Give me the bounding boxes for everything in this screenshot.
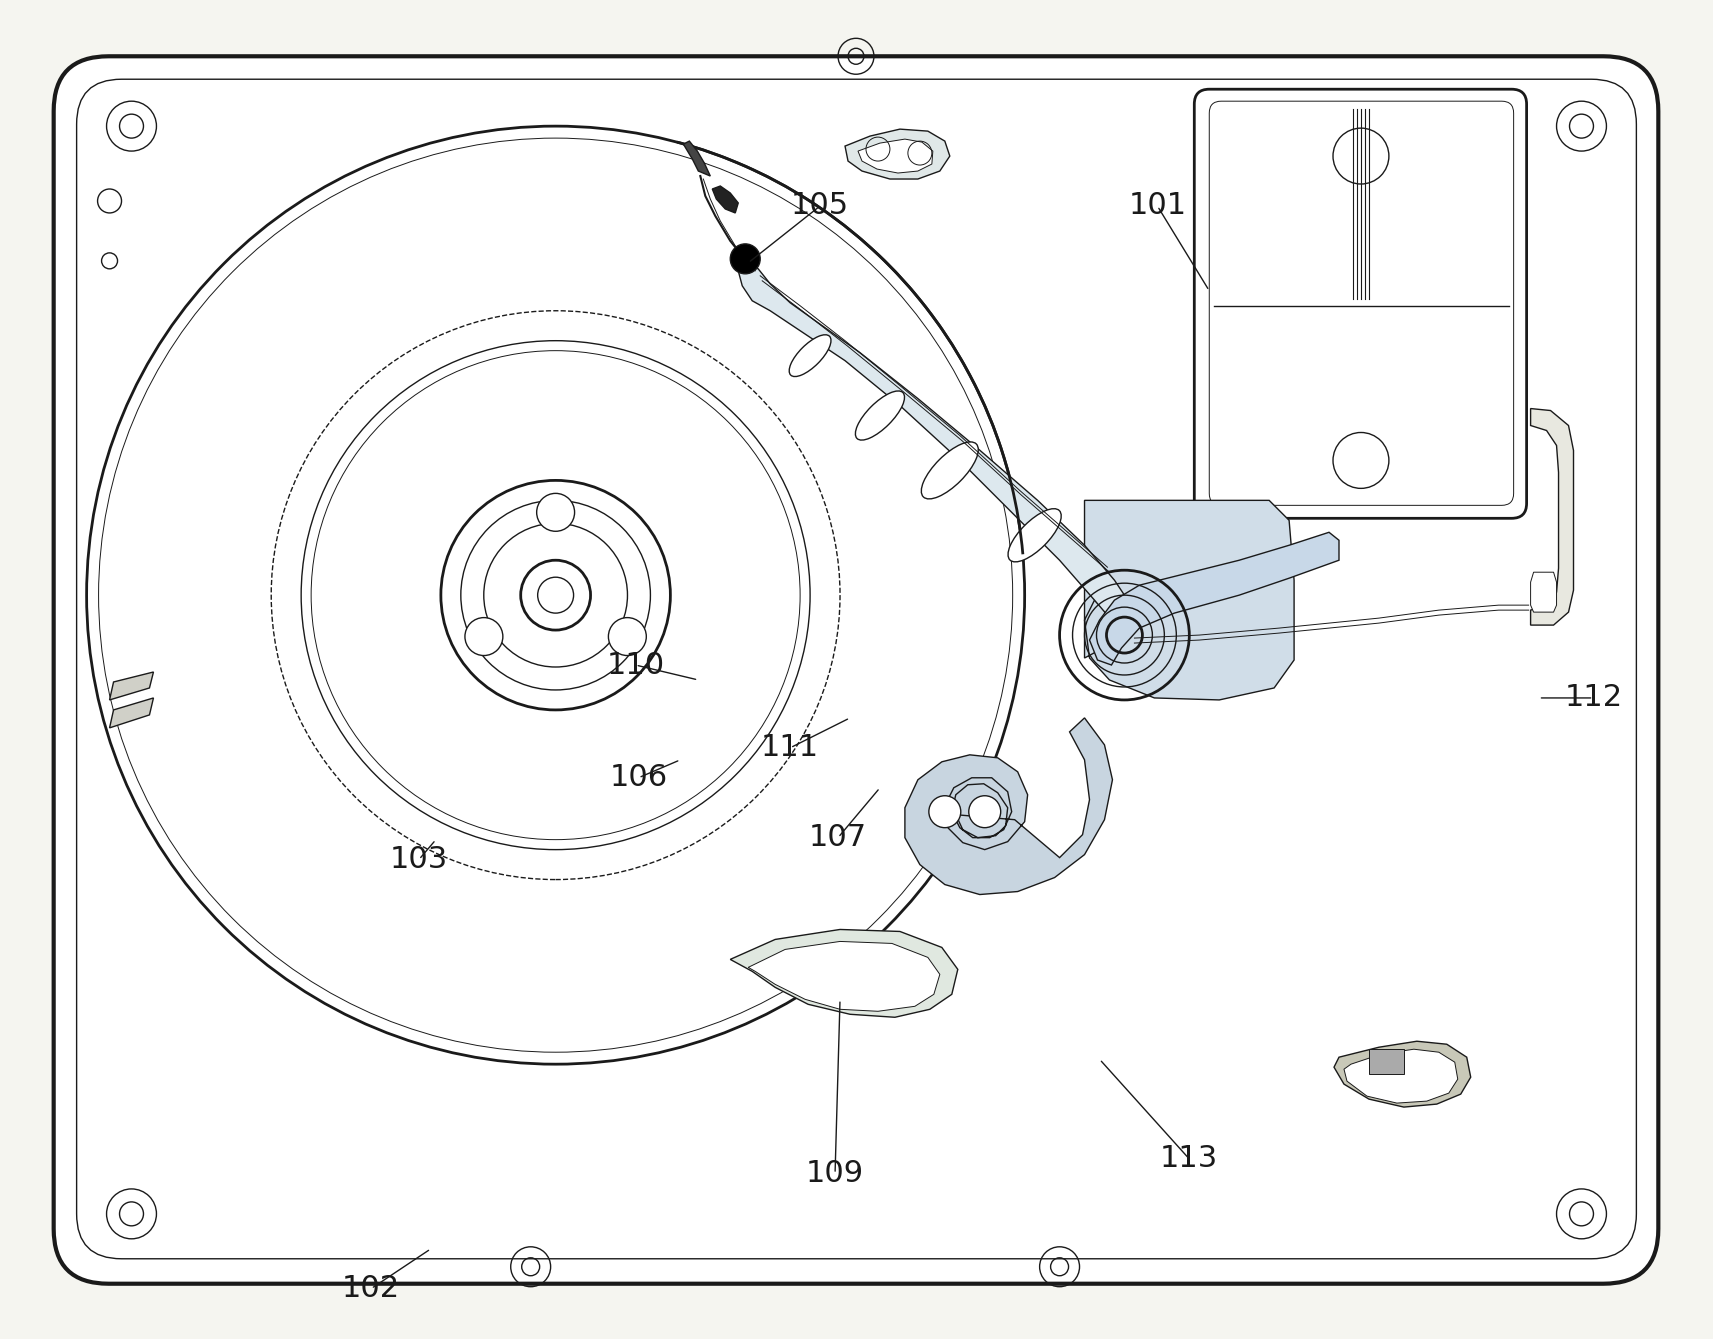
Polygon shape (1334, 1042, 1471, 1107)
Circle shape (87, 126, 1024, 1065)
Polygon shape (904, 718, 1112, 894)
Polygon shape (110, 672, 154, 700)
Polygon shape (1084, 501, 1293, 700)
Text: 102: 102 (343, 1275, 401, 1303)
Circle shape (970, 795, 1000, 828)
Polygon shape (749, 941, 940, 1011)
FancyBboxPatch shape (1194, 90, 1526, 518)
Circle shape (521, 560, 591, 631)
Text: 109: 109 (807, 1160, 863, 1189)
Polygon shape (1345, 1050, 1458, 1103)
Circle shape (928, 795, 961, 828)
FancyBboxPatch shape (53, 56, 1658, 1284)
Ellipse shape (922, 442, 978, 499)
Polygon shape (1089, 533, 1340, 665)
Text: 101: 101 (1129, 191, 1187, 221)
Ellipse shape (790, 335, 831, 376)
Circle shape (536, 493, 574, 532)
Text: 112: 112 (1564, 683, 1622, 712)
Polygon shape (845, 129, 949, 179)
Text: 111: 111 (761, 734, 819, 762)
Text: 105: 105 (791, 191, 850, 221)
Bar (1369, 1050, 1405, 1074)
Polygon shape (1531, 408, 1574, 625)
Text: 103: 103 (391, 845, 449, 874)
Polygon shape (858, 139, 934, 173)
Polygon shape (730, 929, 958, 1018)
Circle shape (464, 617, 504, 656)
Polygon shape (713, 186, 738, 213)
Text: 113: 113 (1160, 1145, 1218, 1173)
Polygon shape (1531, 572, 1557, 612)
Polygon shape (110, 698, 154, 728)
Ellipse shape (1007, 509, 1062, 562)
Ellipse shape (855, 391, 904, 441)
Circle shape (730, 244, 761, 273)
Text: 107: 107 (809, 823, 867, 852)
Polygon shape (738, 262, 1134, 635)
Circle shape (608, 617, 646, 656)
Polygon shape (683, 141, 711, 175)
Text: 106: 106 (610, 763, 668, 793)
Text: 110: 110 (606, 651, 665, 679)
